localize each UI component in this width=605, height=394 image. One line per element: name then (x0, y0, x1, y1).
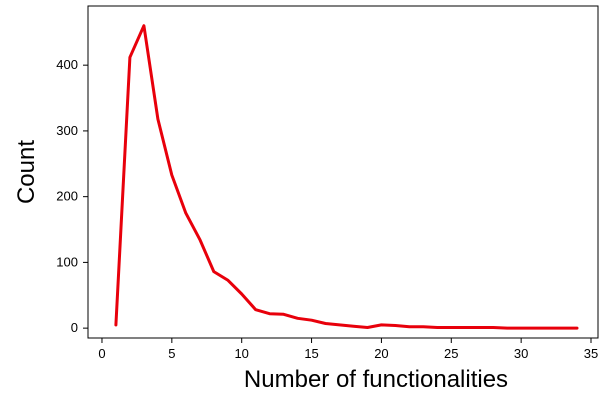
x-tick-label: 0 (98, 346, 105, 361)
x-axis-title: Number of functionalities (244, 366, 508, 393)
x-tick-label: 25 (444, 346, 458, 361)
x-tick-label: 15 (304, 346, 318, 361)
x-axis-ticks: 0 5 10 15 20 25 30 35 (98, 338, 598, 361)
x-tick-label: 35 (584, 346, 598, 361)
x-tick-label: 30 (514, 346, 528, 361)
y-axis-title: Count (13, 140, 40, 204)
series-layer (114, 24, 579, 330)
x-tick-label: 5 (168, 346, 175, 361)
plot-frame (87, 5, 599, 339)
y-tick-label: 200 (56, 189, 78, 204)
y-tick-label: 300 (56, 123, 78, 138)
y-axis-ticks: 0 100 200 300 400 (56, 57, 88, 335)
x-tick-label: 20 (374, 346, 388, 361)
y-tick-label: 400 (56, 57, 78, 72)
y-tick-label: 100 (56, 254, 78, 269)
series-line (114, 24, 579, 330)
y-tick-label: 0 (71, 320, 78, 335)
x-tick-label: 10 (234, 346, 248, 361)
